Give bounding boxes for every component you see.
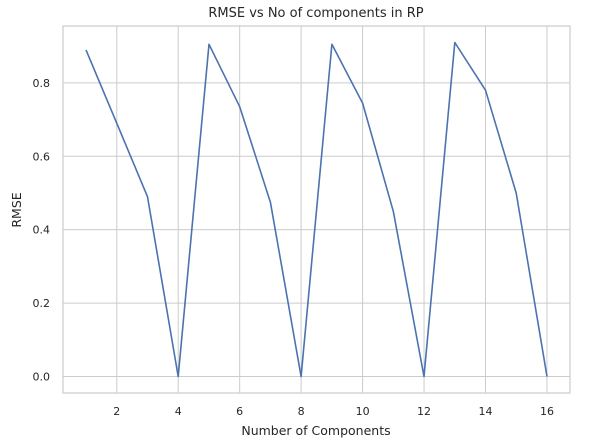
series-layer	[85, 41, 548, 378]
x-axis-ticks: 2 4 6 8 10 12 14 16	[113, 405, 554, 418]
x-tick-label: 6	[236, 405, 243, 418]
x-tick-label: 14	[479, 405, 493, 418]
x-tick-label: 2	[113, 405, 120, 418]
x-tick-label: 12	[417, 405, 431, 418]
x-tick-label: 16	[540, 405, 554, 418]
grid	[63, 26, 570, 393]
y-tick-label: 0.0	[33, 370, 51, 383]
y-tick-label: 0.4	[33, 224, 51, 237]
chart-title: RMSE vs No of components in RP	[208, 6, 423, 21]
x-tick-label: 10	[356, 405, 370, 418]
y-tick-label: 0.6	[33, 150, 51, 163]
y-tick-label: 0.2	[33, 297, 51, 310]
y-axis-ticks: 0.0 0.2 0.4 0.6 0.8	[33, 77, 51, 384]
x-tick-label: 4	[175, 405, 182, 418]
plot-frame	[62, 25, 571, 394]
y-axis-label: RMSE	[9, 192, 24, 227]
y-tick-label: 0.8	[33, 77, 51, 90]
x-axis-label: Number of Components	[241, 423, 390, 438]
x-tick-label: 8	[298, 405, 305, 418]
series-line	[85, 41, 548, 378]
